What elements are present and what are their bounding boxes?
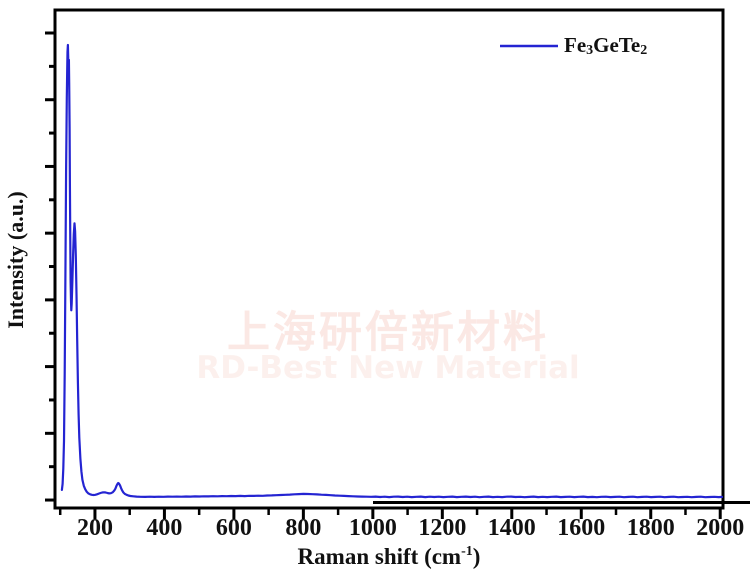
legend-formula-sub3: 3 xyxy=(586,43,594,58)
x-tick-label: 400 xyxy=(146,515,183,541)
x-tick-label: 200 xyxy=(76,515,113,541)
x-axis-title-exponent: -1 xyxy=(461,544,473,559)
watermark-english: RD-Best New Material xyxy=(196,350,580,386)
x-tick-label: 1600 xyxy=(557,515,606,541)
plot-frame xyxy=(53,8,725,510)
x-tick-label: 1800 xyxy=(626,515,675,541)
legend-formula-sub2: 2 xyxy=(640,43,648,58)
x-axis-title-text: Raman shift (cm xyxy=(297,544,462,569)
legend-label: Fe3GeTe2 xyxy=(564,33,647,59)
x-tick-label: 1000 xyxy=(348,515,397,541)
x-tick-label: 800 xyxy=(285,515,322,541)
x-axis-title-close-paren: ) xyxy=(472,544,481,569)
spectrum-line xyxy=(60,43,724,499)
legend-formula-fe: Fe xyxy=(564,33,587,57)
y-axis-title: Intensity (a.u.) xyxy=(3,191,28,329)
x-tick-label: 1200 xyxy=(418,515,467,541)
x-axis-title: Raman shift (cm-1) xyxy=(298,544,481,570)
legend-formula-gete: GeTe xyxy=(593,33,641,57)
watermark-chinese: 上海研倍新材料 xyxy=(227,308,549,358)
x-tick-label: 600 xyxy=(215,515,252,541)
x-tick-label: 1400 xyxy=(487,515,536,541)
x-tick-label: 2000 xyxy=(696,515,745,541)
